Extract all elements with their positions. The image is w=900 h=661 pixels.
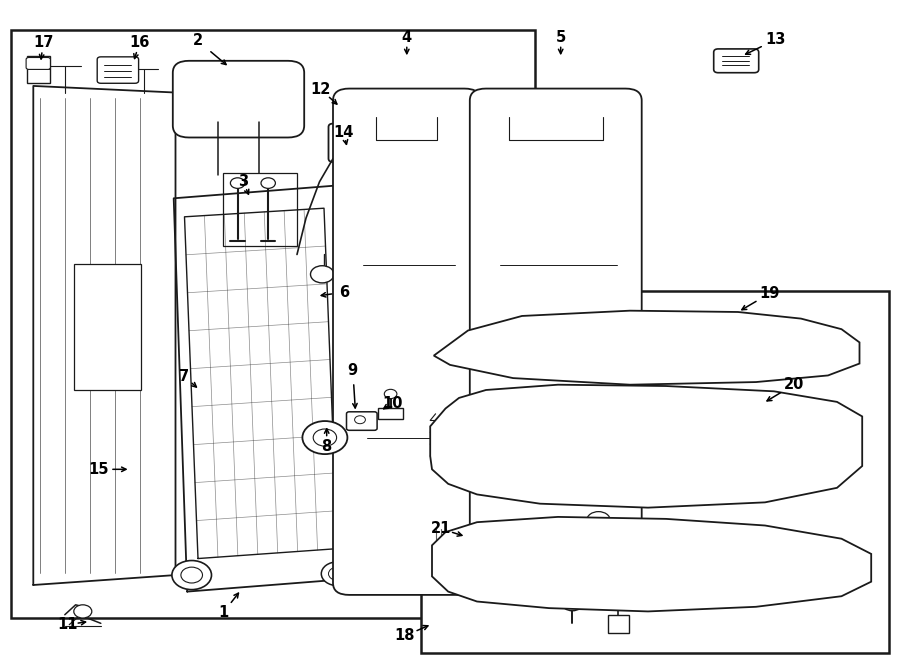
FancyBboxPatch shape [328, 124, 375, 162]
Circle shape [321, 562, 354, 586]
Circle shape [384, 389, 397, 399]
Circle shape [587, 512, 610, 529]
Circle shape [74, 605, 92, 618]
Text: 4: 4 [401, 30, 412, 44]
FancyBboxPatch shape [470, 89, 642, 595]
Bar [378, 408, 403, 419]
Bar [223, 173, 297, 246]
Text: 10: 10 [382, 396, 402, 410]
FancyBboxPatch shape [173, 61, 304, 137]
Text: 17: 17 [33, 36, 53, 50]
Text: 8: 8 [321, 439, 332, 453]
Circle shape [302, 421, 347, 454]
Text: 3: 3 [238, 174, 248, 188]
Circle shape [372, 141, 384, 150]
Text: 6: 6 [338, 285, 349, 299]
Circle shape [355, 416, 365, 424]
Circle shape [172, 561, 212, 590]
FancyBboxPatch shape [714, 49, 759, 73]
Text: 7: 7 [179, 369, 190, 384]
Circle shape [610, 591, 626, 603]
Polygon shape [434, 311, 860, 385]
Circle shape [261, 178, 275, 188]
Text: 14: 14 [334, 125, 354, 139]
Polygon shape [430, 385, 862, 508]
Circle shape [230, 178, 245, 188]
Text: 21: 21 [431, 522, 451, 536]
Circle shape [364, 136, 392, 155]
Text: 19: 19 [760, 286, 779, 301]
Bar [11, 30, 535, 618]
Text: 11: 11 [58, 617, 77, 632]
Bar [421, 291, 889, 653]
Text: 20: 20 [784, 377, 804, 392]
Circle shape [313, 429, 337, 446]
FancyBboxPatch shape [333, 89, 481, 595]
FancyBboxPatch shape [97, 57, 139, 83]
Text: 16: 16 [130, 36, 149, 50]
Text: 12: 12 [310, 82, 330, 97]
Polygon shape [432, 517, 871, 611]
Circle shape [310, 266, 334, 283]
FancyBboxPatch shape [26, 58, 50, 69]
Text: 1: 1 [218, 605, 229, 620]
Text: 18: 18 [395, 629, 415, 643]
Text: 9: 9 [347, 363, 358, 377]
Text: 13: 13 [766, 32, 786, 47]
Circle shape [181, 567, 202, 583]
Bar [74, 264, 141, 390]
Text: 15: 15 [89, 462, 109, 477]
Text: 2: 2 [193, 34, 203, 48]
Bar [27, 56, 50, 83]
Circle shape [562, 595, 583, 611]
FancyBboxPatch shape [346, 412, 377, 430]
Circle shape [328, 567, 346, 580]
Bar [608, 615, 629, 633]
Text: 5: 5 [555, 30, 566, 44]
